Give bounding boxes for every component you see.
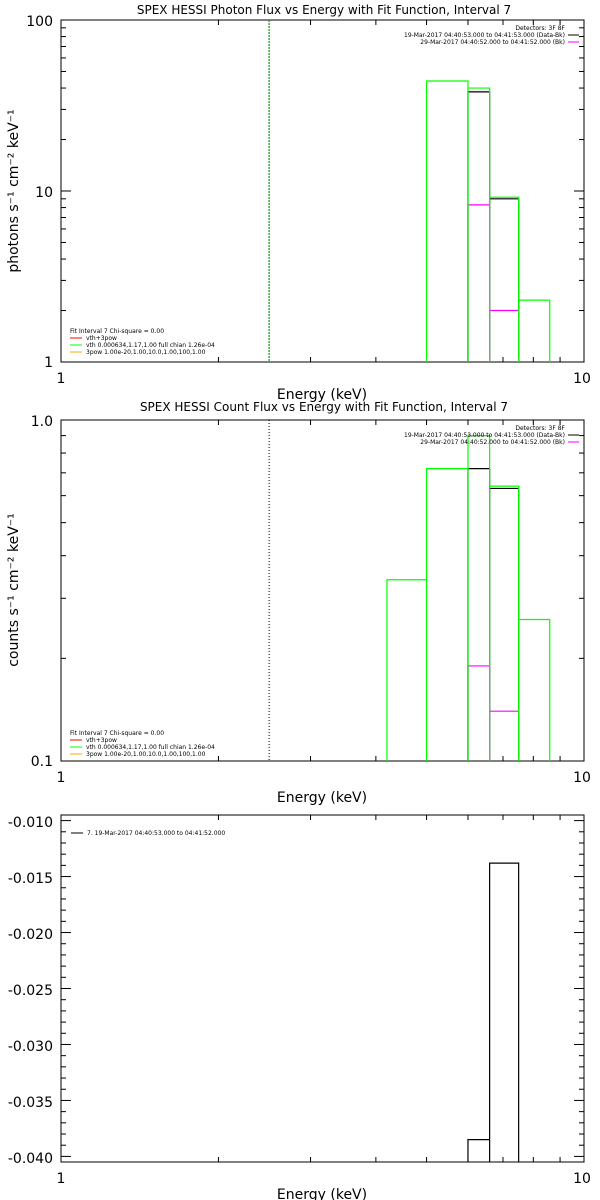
count-x-axis-label: Energy (keV) bbox=[277, 790, 367, 806]
count-flux-panel: SPEX HESSI Count Flux vs Energy with Fit… bbox=[6, 400, 591, 806]
count-legend-entry-data: 19-Mar-2017 04:40:53.000 to 04:41:53.000… bbox=[404, 432, 565, 439]
count-series-2-steps bbox=[386, 435, 551, 761]
count-axis-ticks bbox=[60, 419, 585, 762]
count-y-axis-label: counts s⁻¹ cm⁻² keV⁻¹ bbox=[6, 513, 22, 667]
residual-legend: 7. 19-Mar-2017 04:40:53.000 to 04:41:52.… bbox=[71, 830, 225, 837]
count-xtick-10: 10 bbox=[573, 770, 591, 786]
photon-xtick-10: 10 bbox=[573, 371, 591, 387]
count-legend-bottom-left: Fit Interval 7 Chi-square = 0.00 vth+3po… bbox=[70, 730, 215, 758]
count-fit-entry-total: vth+3pow bbox=[86, 737, 117, 744]
count-ytick-0-1: 0.1 bbox=[31, 754, 53, 770]
count-legend-header: Detectors: 3F 8F bbox=[515, 425, 565, 432]
residual-ytick-4: -0.030 bbox=[8, 1039, 53, 1055]
count-fit-entry-vth: vth 0.000634,1.17,1.00 full chian 1.26e-… bbox=[86, 744, 215, 751]
residual-series-0-steps bbox=[467, 862, 520, 1162]
residual-ytick-3: -0.025 bbox=[8, 983, 53, 999]
residual-panel: -0.010 -0.015 -0.020 -0.025 -0.030 -0.03… bbox=[8, 814, 591, 1200]
photon-fit-entry-total: vth+3pow bbox=[86, 335, 117, 342]
photon-flux-panel: SPEX HESSI Photon Flux vs Energy with Fi… bbox=[6, 3, 591, 403]
count-chart-title: SPEX HESSI Count Flux vs Energy with Fit… bbox=[140, 400, 508, 414]
photon-series-0-steps bbox=[467, 91, 520, 362]
residual-xtick-1: 1 bbox=[57, 1171, 66, 1187]
photon-chart-title: SPEX HESSI Photon Flux vs Energy with Fi… bbox=[137, 3, 511, 17]
count-legend-entry-bk: 29-Mar-2017 04:40:52.000 to 04:41:52.000… bbox=[420, 439, 565, 446]
photon-x-axis-label: Energy (keV) bbox=[277, 387, 367, 403]
photon-series-1-steps bbox=[467, 204, 520, 362]
residual-legend-entry: 7. 19-Mar-2017 04:40:53.000 to 04:41:52.… bbox=[87, 830, 225, 837]
residual-xtick-10: 10 bbox=[573, 1171, 591, 1187]
photon-legend-header: Detectors: 3F 8F bbox=[515, 25, 565, 32]
photon-ytick-100: 100 bbox=[26, 14, 53, 30]
residual-ytick-1: -0.015 bbox=[8, 871, 53, 887]
residual-plot-frame bbox=[60, 814, 585, 1163]
count-legend-top-right: Detectors: 3F 8F 19-Mar-2017 04:40:53.00… bbox=[404, 425, 579, 446]
count-plot-frame bbox=[60, 419, 585, 762]
photon-axis-ticks bbox=[60, 19, 585, 363]
photon-legend-top-right: Detectors: 3F 8F 19-Mar-2017 04:40:53.00… bbox=[404, 25, 579, 46]
photon-y-axis-label: photons s⁻¹ cm⁻² keV⁻¹ bbox=[6, 109, 22, 272]
photon-ytick-10: 10 bbox=[35, 185, 53, 201]
photon-xtick-1: 1 bbox=[57, 371, 66, 387]
residual-axis-ticks bbox=[60, 815, 585, 1162]
count-series-0-steps bbox=[467, 468, 520, 761]
photon-fit-entry-3pow: 3pow 1.00e-20,1.00,10.0,1.00,100,1.00 bbox=[86, 349, 206, 356]
photon-legend-entry-bk: 29-Mar-2017 04:40:52.000 to 04:41:52.000… bbox=[420, 39, 565, 46]
residual-x-axis-label: Energy (keV) bbox=[277, 1187, 367, 1200]
count-fit-entry-3pow: 3pow 1.00e-20,1.00,10.0,1.00,100,1.00 bbox=[86, 751, 206, 758]
count-fit-header: Fit Interval 7 Chi-square = 0.00 bbox=[70, 730, 164, 737]
photon-fit-entry-vth: vth 0.000634,1.17,1.00 full chian 1.26e-… bbox=[86, 342, 215, 349]
residual-ytick-5: -0.035 bbox=[8, 1095, 53, 1111]
photon-legend-entry-data: 19-Mar-2017 04:40:53.000 to 04:41:53.000… bbox=[404, 32, 565, 39]
photon-fit-header: Fit Interval 7 Chi-square = 0.00 bbox=[70, 328, 164, 335]
count-ytick-1: 1.0 bbox=[31, 414, 53, 430]
residual-ytick-2: -0.020 bbox=[8, 927, 53, 943]
count-series-1-steps bbox=[467, 665, 520, 761]
photon-legend-bottom-left: Fit Interval 7 Chi-square = 0.00 vth+3po… bbox=[70, 328, 215, 356]
photon-ytick-1: 1 bbox=[44, 355, 53, 371]
count-xtick-1: 1 bbox=[57, 770, 66, 786]
residual-ytick-6: -0.040 bbox=[8, 1151, 53, 1167]
residual-ytick-0: -0.010 bbox=[8, 815, 53, 831]
photon-series-2-steps bbox=[425, 80, 551, 362]
